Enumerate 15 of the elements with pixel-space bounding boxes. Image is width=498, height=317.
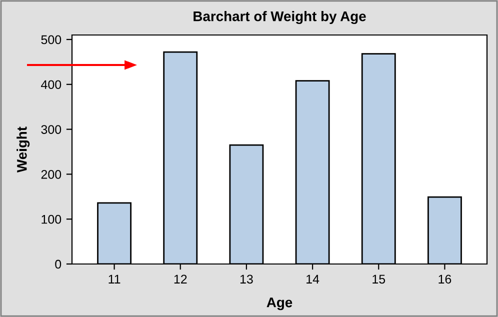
y-tick-label: 0 <box>55 260 62 269</box>
y-tick-label: 200 <box>41 170 62 179</box>
y-tick-label: 300 <box>41 125 62 134</box>
y-tick-label: 500 <box>41 35 62 44</box>
y-axis-title: Weight <box>16 126 30 173</box>
x-axis-title: Age <box>266 298 292 310</box>
x-tick-label: 11 <box>108 274 120 284</box>
y-tick-label: 100 <box>42 214 62 224</box>
x-tick-label: 14 <box>306 274 320 284</box>
chart-title: Barchart of Weight by Age <box>194 11 366 24</box>
y-tick-label: 400 <box>41 80 62 90</box>
x-tick-label: 16 <box>438 274 452 284</box>
x-tick-label: 15 <box>372 274 386 284</box>
x-tick-label: 12 <box>174 274 187 284</box>
x-tick-label: 13 <box>240 274 253 284</box>
